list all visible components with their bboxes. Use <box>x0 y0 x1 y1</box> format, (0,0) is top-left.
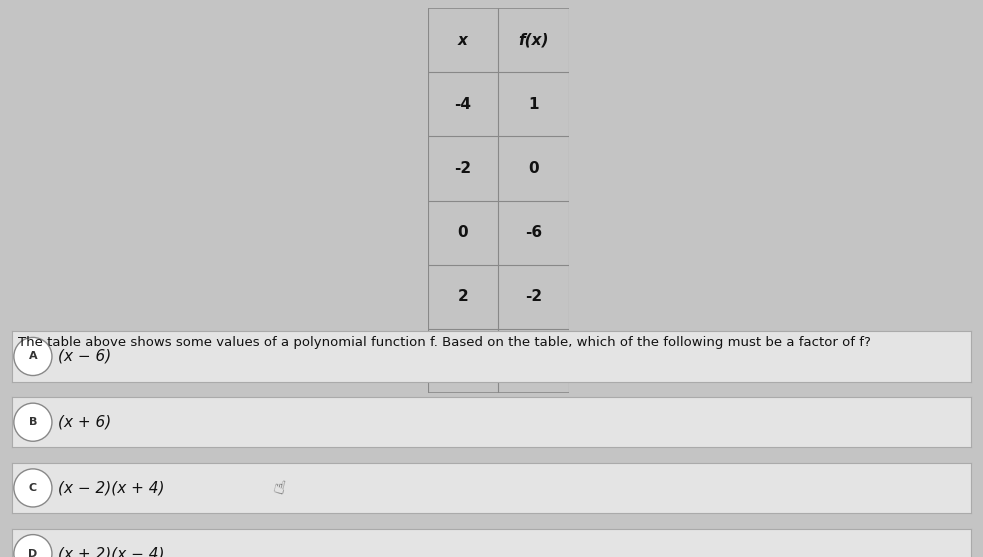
Text: f(x): f(x) <box>518 33 549 48</box>
Text: -2: -2 <box>454 161 472 176</box>
Text: (x + 6): (x + 6) <box>58 415 111 429</box>
Text: (x + 2)(x − 4): (x + 2)(x − 4) <box>58 546 164 557</box>
Text: C: C <box>29 483 37 493</box>
Ellipse shape <box>14 403 52 441</box>
Text: -2: -2 <box>525 289 543 304</box>
Ellipse shape <box>14 338 52 375</box>
Text: 0: 0 <box>458 225 468 240</box>
Text: A: A <box>29 351 37 361</box>
Text: 0: 0 <box>529 161 539 176</box>
Text: -4: -4 <box>454 97 472 112</box>
Text: (x − 6): (x − 6) <box>58 349 111 364</box>
Text: The table above shows some values of a polynomial function f. Based on the table: The table above shows some values of a p… <box>18 336 871 349</box>
Text: 2: 2 <box>458 289 468 304</box>
Text: ☝: ☝ <box>271 477 287 499</box>
Text: 1: 1 <box>529 97 539 112</box>
Ellipse shape <box>14 469 52 507</box>
Text: D: D <box>29 549 37 557</box>
Text: -6: -6 <box>525 225 543 240</box>
Text: (x − 2)(x + 4): (x − 2)(x + 4) <box>58 481 164 495</box>
Text: 4: 4 <box>458 353 468 368</box>
Text: x: x <box>458 33 468 48</box>
Text: 0: 0 <box>529 353 539 368</box>
Ellipse shape <box>14 535 52 557</box>
Text: B: B <box>29 417 37 427</box>
